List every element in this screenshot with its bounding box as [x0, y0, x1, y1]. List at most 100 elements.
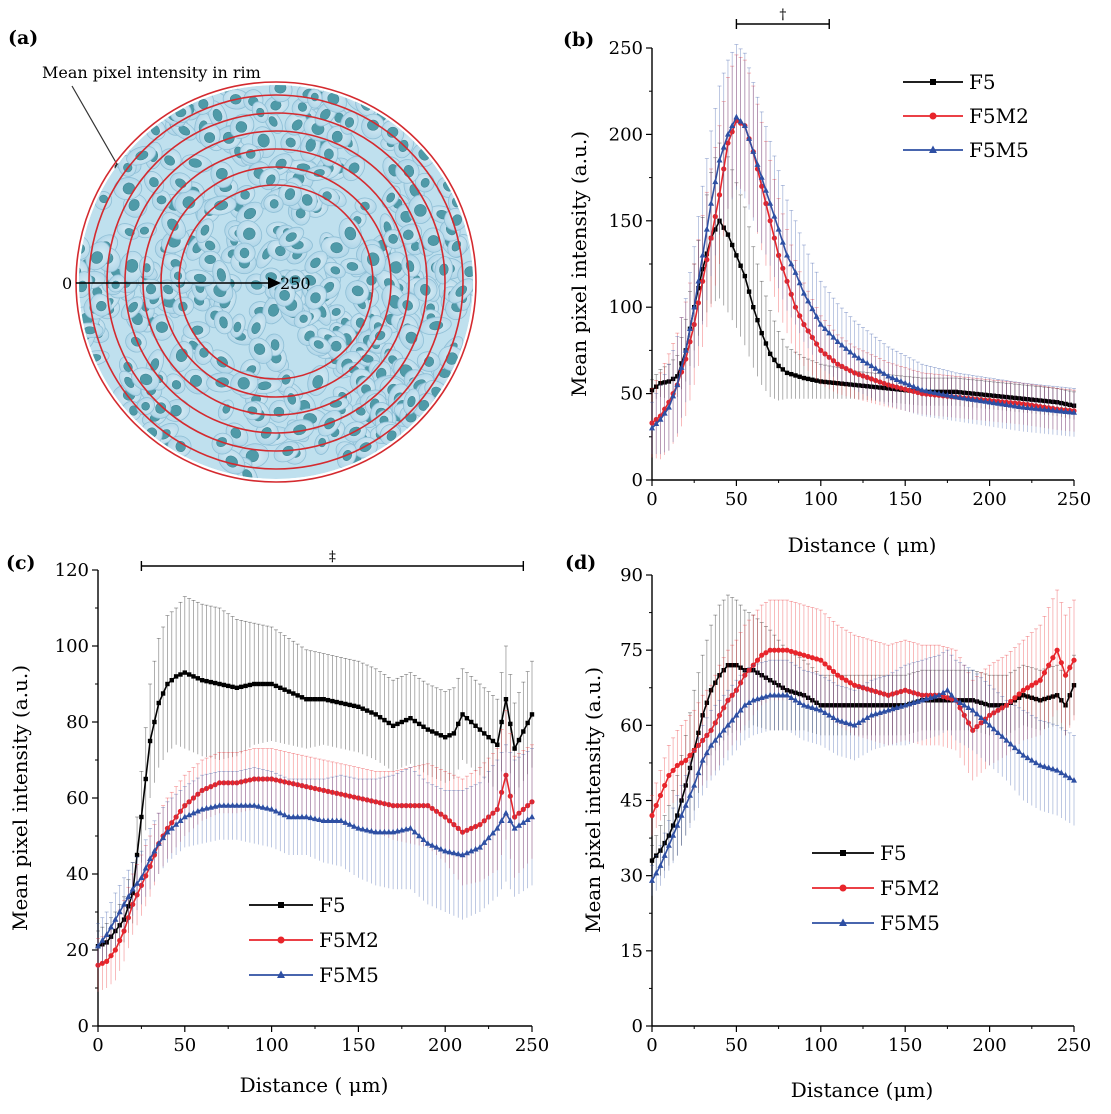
data-point [822, 379, 828, 385]
data-point [508, 721, 513, 727]
data-point [351, 823, 358, 829]
data-point [666, 772, 672, 779]
cell [308, 336, 332, 354]
cell [381, 185, 401, 209]
data-point [886, 386, 891, 391]
data-point [108, 953, 114, 959]
data-point [851, 352, 858, 358]
data-point [653, 416, 659, 423]
data-point [658, 848, 663, 853]
panel-c: (c) 0 50 100 150 200 250 0 20 40 60 80 100 120 ‡ F5 F5M… [6, 549, 549, 1097]
data-point [869, 384, 874, 389]
data-point [308, 784, 314, 791]
data-point [521, 729, 526, 734]
data-point [529, 712, 535, 717]
data-point [482, 731, 487, 736]
y-tick-label: 120 [55, 560, 89, 581]
data-point [255, 776, 262, 782]
data-point [666, 833, 672, 838]
data-point [368, 798, 375, 804]
data-point [666, 379, 672, 384]
data-point [1033, 397, 1039, 403]
cell [116, 223, 140, 240]
data-point [178, 672, 183, 677]
legend-marker [929, 145, 937, 153]
data-point [225, 780, 231, 786]
data-point [708, 235, 714, 241]
data-point [117, 923, 122, 928]
cell [278, 226, 305, 248]
data-point [238, 779, 244, 785]
legend-label: F5 [969, 70, 996, 94]
series-F5M2 [95, 710, 535, 992]
cell [263, 194, 284, 213]
data-point [173, 814, 179, 820]
data-point [700, 278, 706, 284]
data-point [898, 385, 904, 391]
data-point [463, 849, 470, 856]
chart-c-ylabel: Mean pixel intensity (a.u.) [8, 665, 32, 931]
cell [408, 194, 433, 224]
data-point [95, 962, 101, 968]
data-point [805, 328, 811, 334]
data-point [373, 799, 379, 805]
data-point [126, 904, 131, 909]
legend-marker [839, 884, 847, 892]
data-point [234, 685, 240, 690]
data-point [338, 817, 345, 823]
data-point [704, 251, 710, 256]
cell [229, 313, 246, 338]
data-point [700, 266, 705, 272]
data-point [191, 674, 196, 679]
data-point [295, 693, 300, 698]
data-point [247, 777, 253, 783]
data-point [226, 683, 231, 689]
data-point [416, 803, 422, 809]
data-point [433, 844, 440, 850]
data-point [1011, 402, 1018, 409]
data-point [1058, 660, 1064, 666]
data-point [220, 802, 227, 808]
panel-c-label: (c) [6, 552, 36, 574]
data-point [108, 934, 114, 939]
y-tick-label: 15 [620, 941, 643, 962]
data-point [687, 752, 693, 759]
data-point [911, 388, 917, 395]
data-point [186, 672, 192, 677]
data-point [481, 839, 488, 845]
x-tick-label: 100 [254, 1035, 288, 1056]
data-point [377, 800, 383, 806]
data-point [272, 807, 279, 814]
data-point [147, 738, 153, 744]
x-tick-label: 150 [888, 489, 922, 510]
data-point [965, 395, 972, 402]
data-point [446, 848, 453, 855]
legend-label: F5M2 [880, 876, 940, 900]
data-point [282, 687, 287, 692]
cell [234, 185, 256, 206]
chart-b-xlabel: Distance ( μm) [788, 533, 937, 557]
annotation-leader-line [71, 85, 119, 167]
legend-marker [278, 902, 284, 908]
data-point [788, 291, 794, 297]
data-point [420, 836, 427, 842]
data-point [359, 825, 366, 832]
data-point [927, 388, 934, 395]
data-point [121, 917, 127, 922]
data-point [381, 801, 388, 807]
data-point [970, 391, 975, 396]
data-point [194, 807, 201, 814]
series-F5 [95, 596, 535, 962]
data-point [797, 313, 803, 319]
legend-marker [277, 936, 285, 944]
data-point [446, 818, 453, 824]
cell [118, 370, 142, 397]
data-point [657, 416, 664, 422]
data-point [473, 723, 478, 728]
legend-label: F5M5 [880, 911, 940, 935]
cell [395, 159, 420, 184]
data-point [355, 825, 362, 831]
scale-end-label: 250 [280, 274, 311, 293]
data-point [520, 819, 527, 825]
data-point [502, 809, 509, 816]
